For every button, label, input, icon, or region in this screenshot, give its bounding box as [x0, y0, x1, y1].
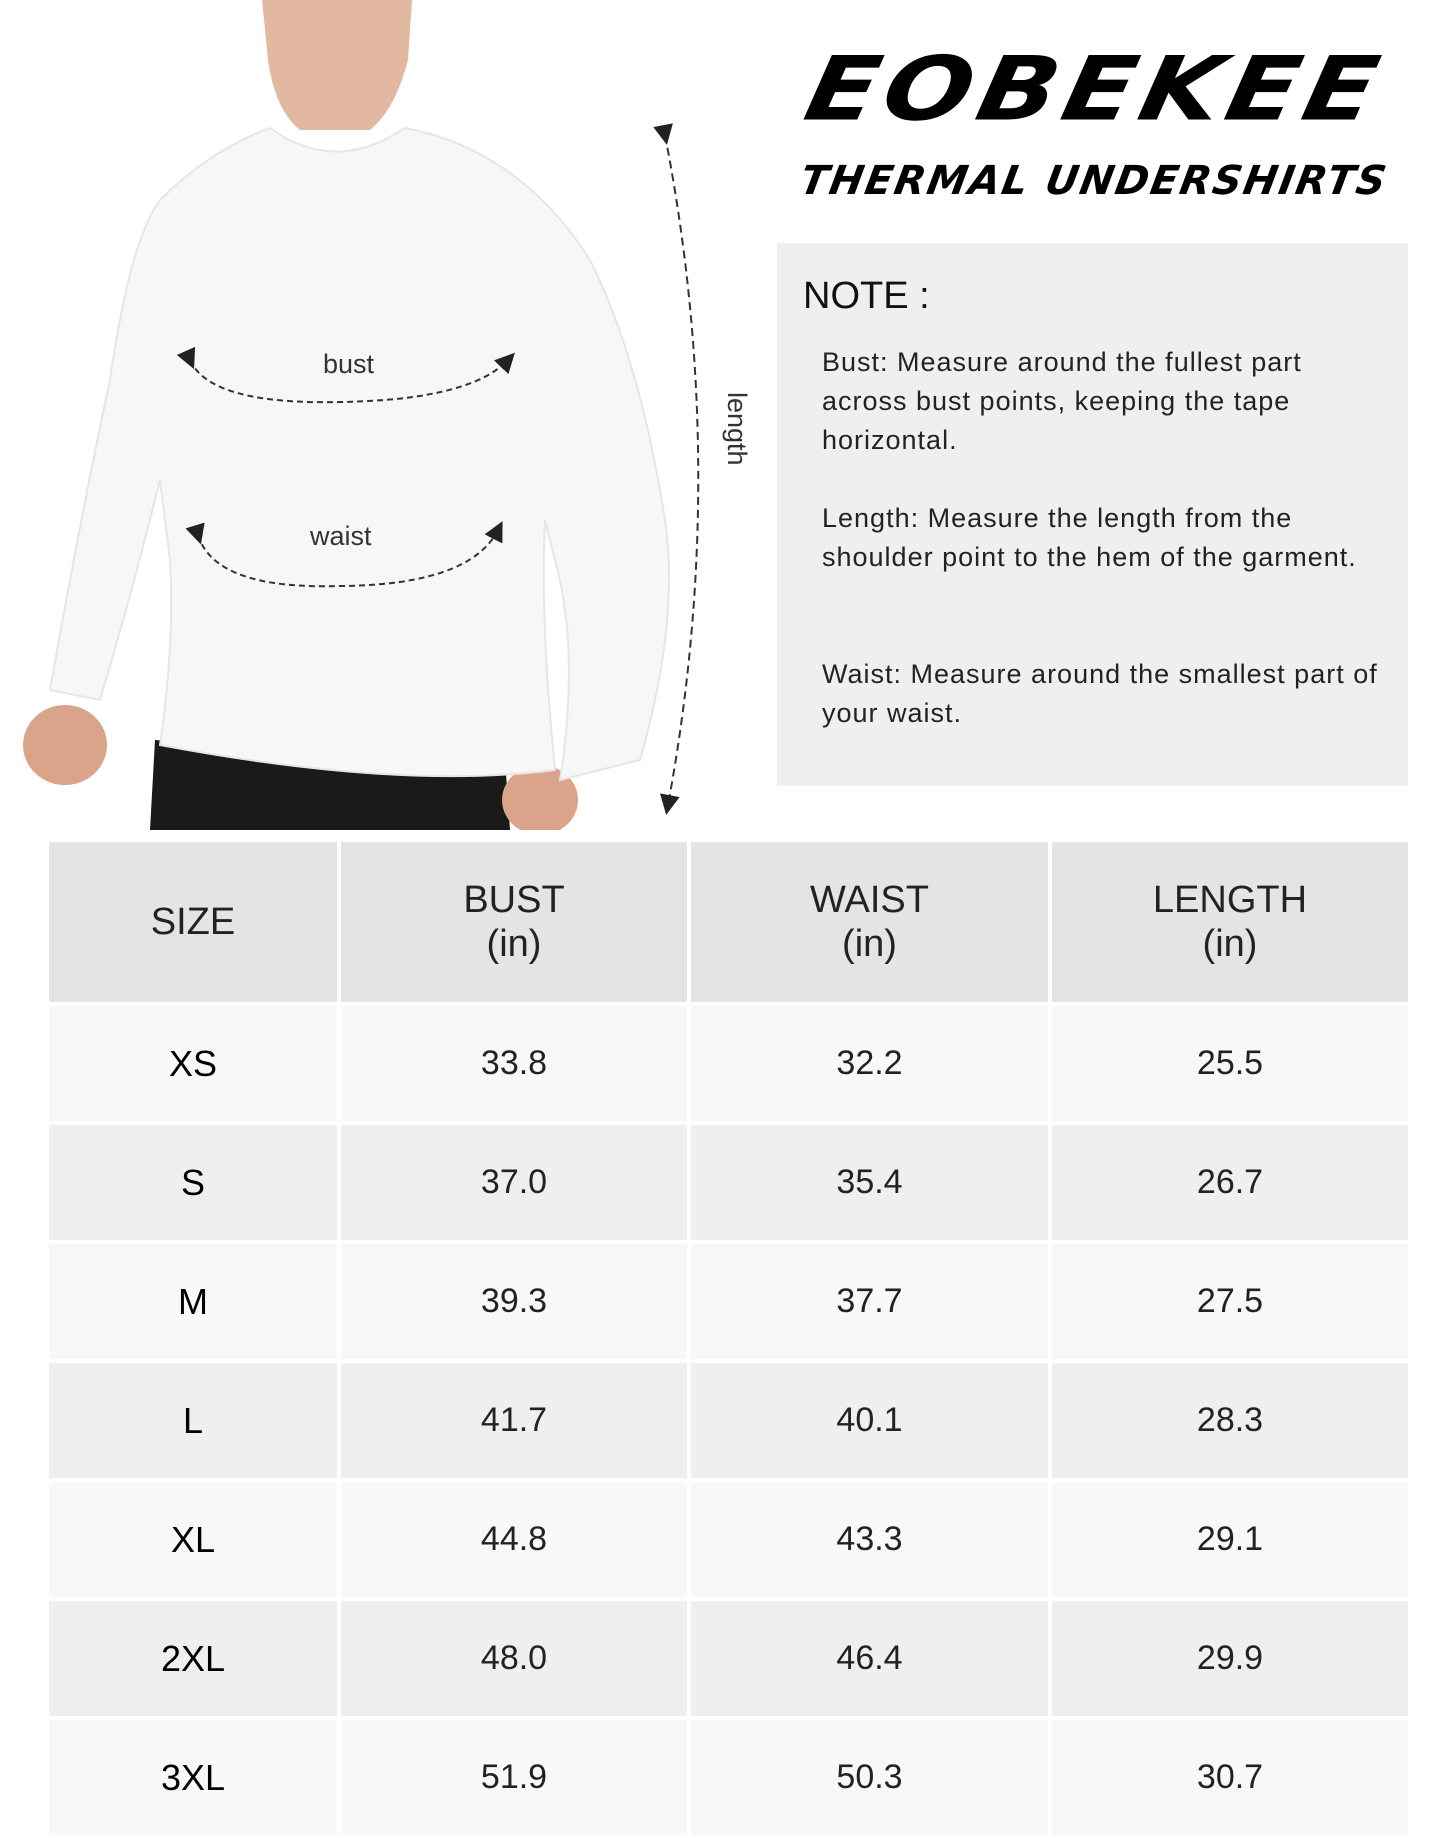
cell-length: 30.7: [1052, 1720, 1408, 1839]
cell-waist: 43.3: [691, 1482, 1052, 1601]
table-row: XS 33.8 32.2 25.5: [49, 1006, 1408, 1125]
header-label: SIZE: [150, 901, 236, 943]
note-bust: Bust: Measure around the fullest part ac…: [822, 347, 1302, 455]
cell-waist: 32.2: [691, 1006, 1052, 1125]
header-unit: (in): [1202, 923, 1258, 965]
length-label: length: [722, 392, 752, 466]
product-subtitle: THERMAL UNDERSHIRTS: [796, 158, 1392, 204]
bust-label: bust: [323, 349, 375, 379]
cell-bust: 37.0: [341, 1125, 691, 1244]
cell-size: 2XL: [49, 1601, 341, 1720]
cell-bust: 41.7: [341, 1363, 691, 1482]
cell-bust: 48.0: [341, 1601, 691, 1720]
header-size: SIZE: [49, 842, 341, 1006]
header-unit: (in): [842, 923, 897, 965]
model-shirt: [48, 126, 671, 782]
table-row: M 39.3 37.7 27.5: [49, 1244, 1408, 1363]
cell-length: 25.5: [1052, 1006, 1408, 1125]
cell-waist: 50.3: [691, 1720, 1052, 1839]
bust-arrow: [176, 346, 515, 404]
cell-size: XS: [49, 1006, 341, 1125]
header-label: WAIST: [810, 879, 929, 921]
table-row: 2XL 48.0 46.4 29.9: [49, 1601, 1408, 1720]
header-waist: WAIST (in): [691, 842, 1052, 1006]
cell-length: 27.5: [1052, 1244, 1408, 1363]
note-title: NOTE :: [803, 275, 930, 317]
cell-size: 3XL: [49, 1720, 341, 1839]
left-fist: [23, 705, 107, 785]
size-chart-table: SIZE BUST (in) WAIST (in) LENGTH (in) XS 33.…: [49, 842, 1408, 1839]
cell-length: 29.9: [1052, 1601, 1408, 1720]
cell-bust: 51.9: [341, 1720, 691, 1839]
cell-size: L: [49, 1363, 341, 1482]
cell-bust: 39.3: [341, 1244, 691, 1363]
cell-bust: 44.8: [341, 1482, 691, 1601]
cell-length: 29.1: [1052, 1482, 1408, 1601]
header-label: BUST: [463, 879, 565, 921]
length-arrow: [653, 123, 700, 815]
header-label: LENGTH: [1152, 879, 1308, 921]
cell-size: XL: [49, 1482, 341, 1601]
cell-length: 28.3: [1052, 1363, 1408, 1482]
cell-waist: 46.4: [691, 1601, 1052, 1720]
header-unit: (in): [486, 923, 542, 965]
model-head: [262, 0, 412, 130]
table-row: S 37.0 35.4 26.7: [49, 1125, 1408, 1244]
note-waist: Waist: Measure around the smallest part …: [822, 659, 1378, 728]
cell-waist: 40.1: [691, 1363, 1052, 1482]
cell-size: M: [49, 1244, 341, 1363]
waist-arrow: [185, 521, 503, 588]
note-box: NOTE : Bust: Measure around the fullest …: [777, 243, 1408, 786]
cell-bust: 33.8: [341, 1006, 691, 1125]
header-length: LENGTH (in): [1052, 842, 1408, 1006]
waist-label: waist: [309, 521, 372, 551]
table-row: 3XL 51.9 50.3 30.7: [49, 1720, 1408, 1839]
cell-length: 26.7: [1052, 1125, 1408, 1244]
table-row: L 41.7 40.1 28.3: [49, 1363, 1408, 1482]
brand-logo: EOBEKEE: [796, 37, 1394, 141]
model-figure: bust waist length: [23, 0, 752, 830]
cell-size: S: [49, 1125, 341, 1244]
header-bust: BUST (in): [341, 842, 691, 1006]
cell-waist: 37.7: [691, 1244, 1052, 1363]
note-length: Length: Measure the length from the shou…: [822, 503, 1357, 572]
table-header-row: SIZE BUST (in) WAIST (in) LENGTH (in): [49, 842, 1408, 1006]
cell-waist: 35.4: [691, 1125, 1052, 1244]
table-row: XL 44.8 43.3 29.1: [49, 1482, 1408, 1601]
